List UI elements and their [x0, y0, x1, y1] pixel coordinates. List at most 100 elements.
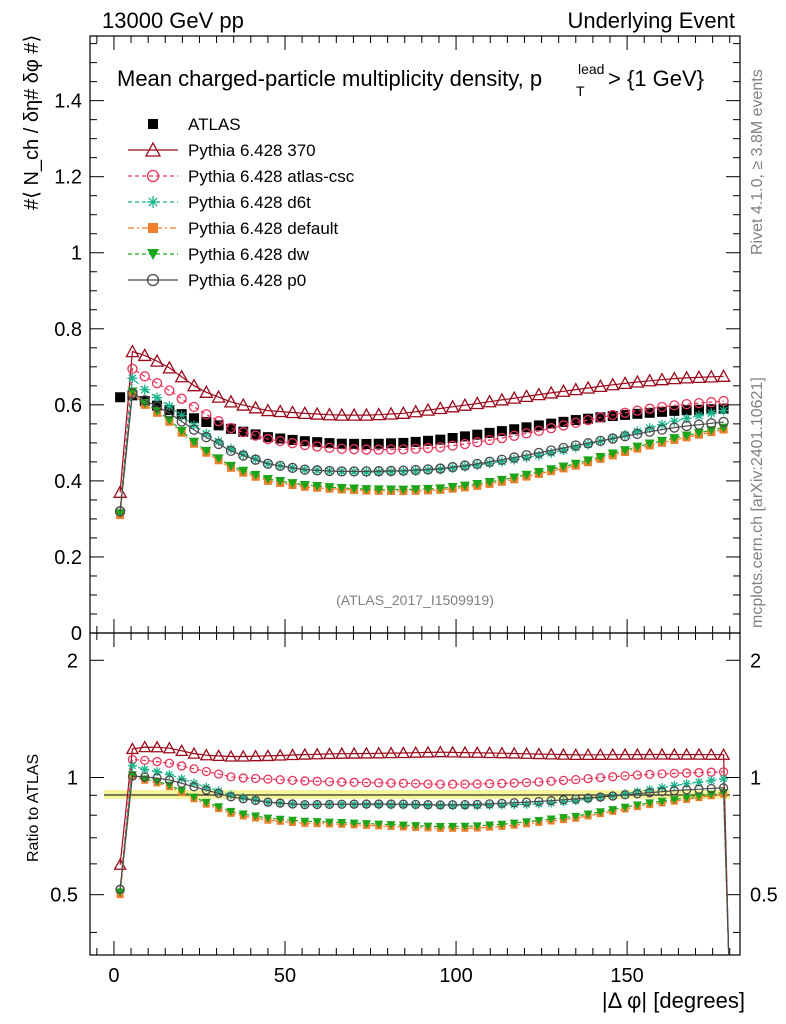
data-point	[521, 428, 532, 439]
data-point	[373, 444, 384, 455]
data-point	[472, 437, 483, 448]
data-point	[262, 474, 273, 484]
data-point	[681, 405, 692, 416]
data-point	[238, 773, 248, 783]
data-point	[583, 413, 594, 424]
data-point	[347, 407, 362, 421]
data-point	[152, 773, 162, 783]
data-point	[175, 743, 189, 756]
data-point	[336, 483, 347, 493]
data-point	[238, 810, 248, 819]
data-point	[509, 819, 519, 828]
series-line	[119, 350, 724, 493]
data-point	[152, 756, 162, 767]
data-point	[422, 442, 434, 454]
legend: ATLAS Pythia 6.428 370 Pythia 6.428 atlas-…	[128, 115, 355, 290]
data-point	[383, 406, 399, 420]
data-point	[460, 779, 470, 789]
data-point	[410, 443, 421, 454]
data-point	[718, 405, 729, 416]
data-point	[521, 797, 532, 807]
data-point	[199, 384, 214, 398]
data-point	[238, 466, 249, 476]
ratio-tick-label: 2	[67, 650, 78, 672]
data-point	[706, 408, 717, 419]
data-point	[384, 746, 398, 759]
data-point	[546, 465, 557, 475]
data-point	[312, 799, 322, 810]
data-point	[606, 747, 620, 760]
legend-item-pythia-6-428-370: Pythia 6.428 370	[128, 141, 316, 160]
data-point	[324, 465, 335, 477]
data-point	[694, 784, 704, 794]
data-point	[398, 437, 409, 448]
ratio-tick-label-right: 0.5	[750, 885, 778, 907]
data-point	[706, 776, 716, 786]
data-point	[164, 401, 175, 412]
tick-labels: 0 50 100 150 0 0.2 0.4 0.6 0.8 1 1.2 1.4 0.5 0.5 1 1 2 2	[50, 91, 778, 987]
data-point	[607, 409, 618, 421]
data-point	[571, 774, 581, 785]
data-point	[435, 484, 446, 494]
data-point	[704, 369, 719, 383]
data-point	[262, 458, 274, 469]
data-point	[423, 800, 433, 810]
data-point	[408, 404, 423, 418]
data-point	[546, 815, 556, 824]
data-point	[250, 430, 261, 441]
data-point	[386, 821, 396, 830]
data-point	[605, 377, 620, 391]
data-point	[693, 404, 704, 415]
data-point	[533, 425, 544, 437]
data-point	[423, 779, 433, 789]
data-point	[312, 776, 322, 786]
data-point	[546, 423, 557, 434]
x-axis-label: |Δ φ| [degrees]	[602, 988, 745, 1013]
data-point	[657, 787, 667, 797]
data-point	[644, 439, 655, 449]
legend-marker	[147, 249, 159, 260]
data-point	[558, 416, 569, 427]
x-tick-label: 0	[108, 965, 119, 987]
data-point	[385, 444, 397, 455]
data-point	[261, 749, 275, 762]
data-point	[534, 816, 544, 825]
data-point	[507, 746, 521, 759]
data-point	[534, 796, 544, 807]
data-point	[608, 791, 618, 801]
data-point	[571, 812, 581, 821]
data-point	[226, 807, 236, 816]
data-point	[446, 745, 460, 758]
title-tail: > {1 GeV}	[608, 66, 704, 91]
data-point	[324, 818, 334, 827]
data-point	[459, 481, 470, 491]
data-point	[398, 465, 409, 476]
data-point	[706, 426, 717, 436]
data-point	[533, 447, 544, 459]
data-point	[361, 444, 372, 455]
data-point	[681, 431, 692, 441]
data-point	[447, 779, 458, 789]
data-point	[300, 776, 310, 786]
data-point	[458, 745, 472, 758]
data-point	[349, 484, 360, 494]
data-point	[655, 747, 669, 760]
data-point	[300, 817, 310, 826]
data-point	[310, 747, 324, 760]
data-point	[433, 745, 447, 758]
data-point	[177, 761, 187, 771]
data-point	[189, 413, 199, 424]
data-point	[396, 405, 411, 419]
data-point	[509, 430, 520, 441]
data-point	[250, 429, 261, 440]
data-point	[470, 396, 485, 410]
data-point	[398, 444, 409, 455]
header-right: Underlying Event	[567, 8, 735, 33]
data-point	[617, 376, 633, 390]
data-point	[693, 428, 704, 438]
data-point	[137, 348, 152, 362]
data-point	[447, 482, 458, 492]
data-point	[349, 799, 359, 809]
data-point	[693, 397, 705, 409]
legend-marker	[146, 273, 160, 287]
